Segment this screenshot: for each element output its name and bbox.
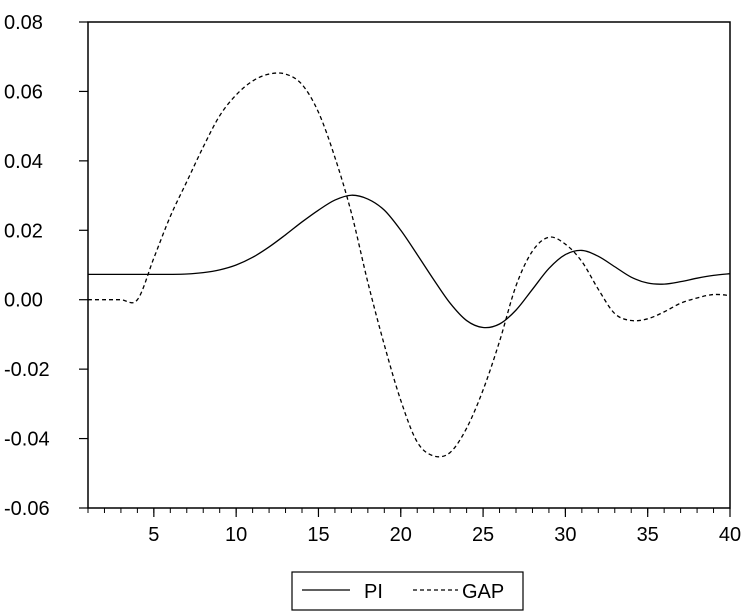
x-tick-label: 10 (225, 524, 247, 546)
y-tick-label: -0.04 (4, 429, 50, 451)
series-line-gap (88, 72, 731, 458)
y-tick-label: 0.08 (4, 12, 43, 34)
legend: PI GAP (291, 571, 524, 611)
legend-label-pi: PI (364, 581, 383, 603)
x-tick-label: 15 (307, 524, 329, 546)
series-line-pi (88, 194, 731, 329)
plot-frame (87, 21, 731, 509)
y-tick-label: 0.06 (4, 81, 43, 103)
x-axis: 5 10 15 20 25 30 35 40 (148, 508, 741, 546)
legend-box (291, 571, 524, 611)
y-tick-label: -0.02 (4, 359, 50, 381)
y-axis: -0.06 -0.04 -0.02 0.00 0.02 0.04 0.06 0.08 (4, 12, 88, 520)
x-tick-label: 25 (472, 524, 494, 546)
legend-label-gap: GAP (462, 581, 504, 603)
x-tick-label: 5 (148, 524, 159, 546)
y-tick-label: -0.06 (4, 498, 50, 520)
y-tick-label: 0.04 (4, 151, 43, 173)
x-tick-label: 40 (719, 524, 741, 546)
y-tick-label: 0.00 (4, 290, 43, 312)
x-tick-label: 20 (390, 524, 412, 546)
y-tick-label: 0.02 (4, 220, 43, 242)
x-tick-label: 30 (554, 524, 576, 546)
series-layer (88, 72, 731, 458)
x-tick-label: 35 (637, 524, 659, 546)
